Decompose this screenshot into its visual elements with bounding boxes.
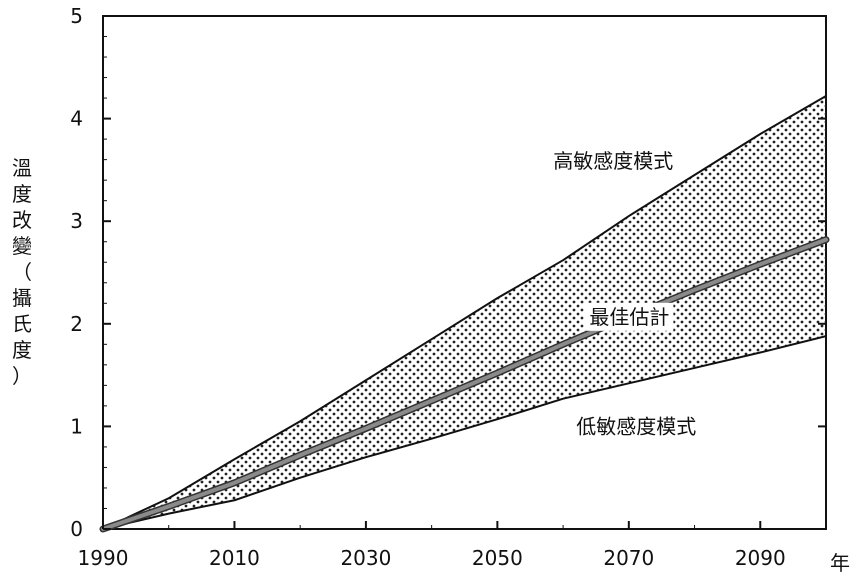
annotation-best-estimate-background (583, 302, 674, 331)
x-tick-label: 2070 (603, 546, 654, 570)
y-axis-label-char: 變 (12, 234, 32, 258)
x-tick-label: 2090 (735, 546, 786, 570)
series-line-high-sensitivity (102, 95, 827, 530)
y-tick-label: 4 (70, 107, 83, 131)
y-axis-label-char: 氏 (12, 312, 32, 336)
y-tick-label: 3 (70, 209, 83, 233)
x-axis-unit-label: 年 (830, 551, 850, 575)
annotation-high-sensitivity: 高敏感度模式 (553, 149, 673, 173)
annotation-low-sensitivity-background (570, 412, 701, 441)
y-axis-label-char: 度 (12, 338, 32, 362)
x-tick-label: 2030 (340, 546, 391, 570)
y-tick-label: 0 (70, 517, 83, 541)
y-tick-label: 2 (70, 312, 83, 336)
x-tick-label: 1990 (78, 546, 129, 570)
y-axis-label: 溫度改變（攝氏度） (0, 0, 40, 579)
y-axis-label-char: 度 (12, 182, 32, 206)
series-line-low-sensitivity (102, 335, 827, 530)
sensitivity-band (103, 96, 826, 529)
y-axis-label-char: 改 (12, 208, 32, 232)
x-tick-label: 2010 (209, 546, 260, 570)
annotation-best-estimate: 最佳估計 (589, 305, 669, 329)
y-axis-label-char: ） (12, 364, 32, 388)
y-axis-label-char: 攝 (12, 286, 32, 310)
y-axis-label-char: （ (12, 260, 32, 284)
y-tick-label: 1 (70, 414, 83, 438)
y-tick-label: 5 (70, 4, 83, 28)
series-line-best-estimate (101, 237, 828, 531)
x-tick-label: 2050 (472, 546, 523, 570)
y-axis-label-char: 溫 (12, 156, 32, 180)
annotation-low-sensitivity: 低敏感度模式 (576, 415, 696, 439)
